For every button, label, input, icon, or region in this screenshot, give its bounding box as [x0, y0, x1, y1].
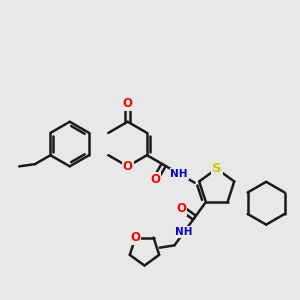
Text: S: S — [212, 162, 221, 175]
Text: O: O — [151, 172, 160, 185]
Text: O: O — [123, 160, 133, 173]
Text: O: O — [176, 202, 186, 214]
Text: O: O — [130, 231, 140, 244]
Text: O: O — [123, 98, 133, 110]
Text: NH: NH — [170, 169, 188, 179]
Text: NH: NH — [175, 227, 193, 237]
